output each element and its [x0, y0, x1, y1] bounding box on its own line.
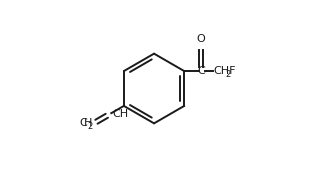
Text: 2: 2: [225, 70, 231, 79]
Text: C: C: [79, 118, 87, 128]
Text: C: C: [197, 66, 205, 76]
Text: CHF: CHF: [214, 66, 236, 76]
Text: O: O: [196, 34, 205, 44]
Text: H: H: [84, 118, 92, 128]
Text: CH: CH: [112, 109, 128, 119]
Text: 2: 2: [87, 122, 92, 131]
